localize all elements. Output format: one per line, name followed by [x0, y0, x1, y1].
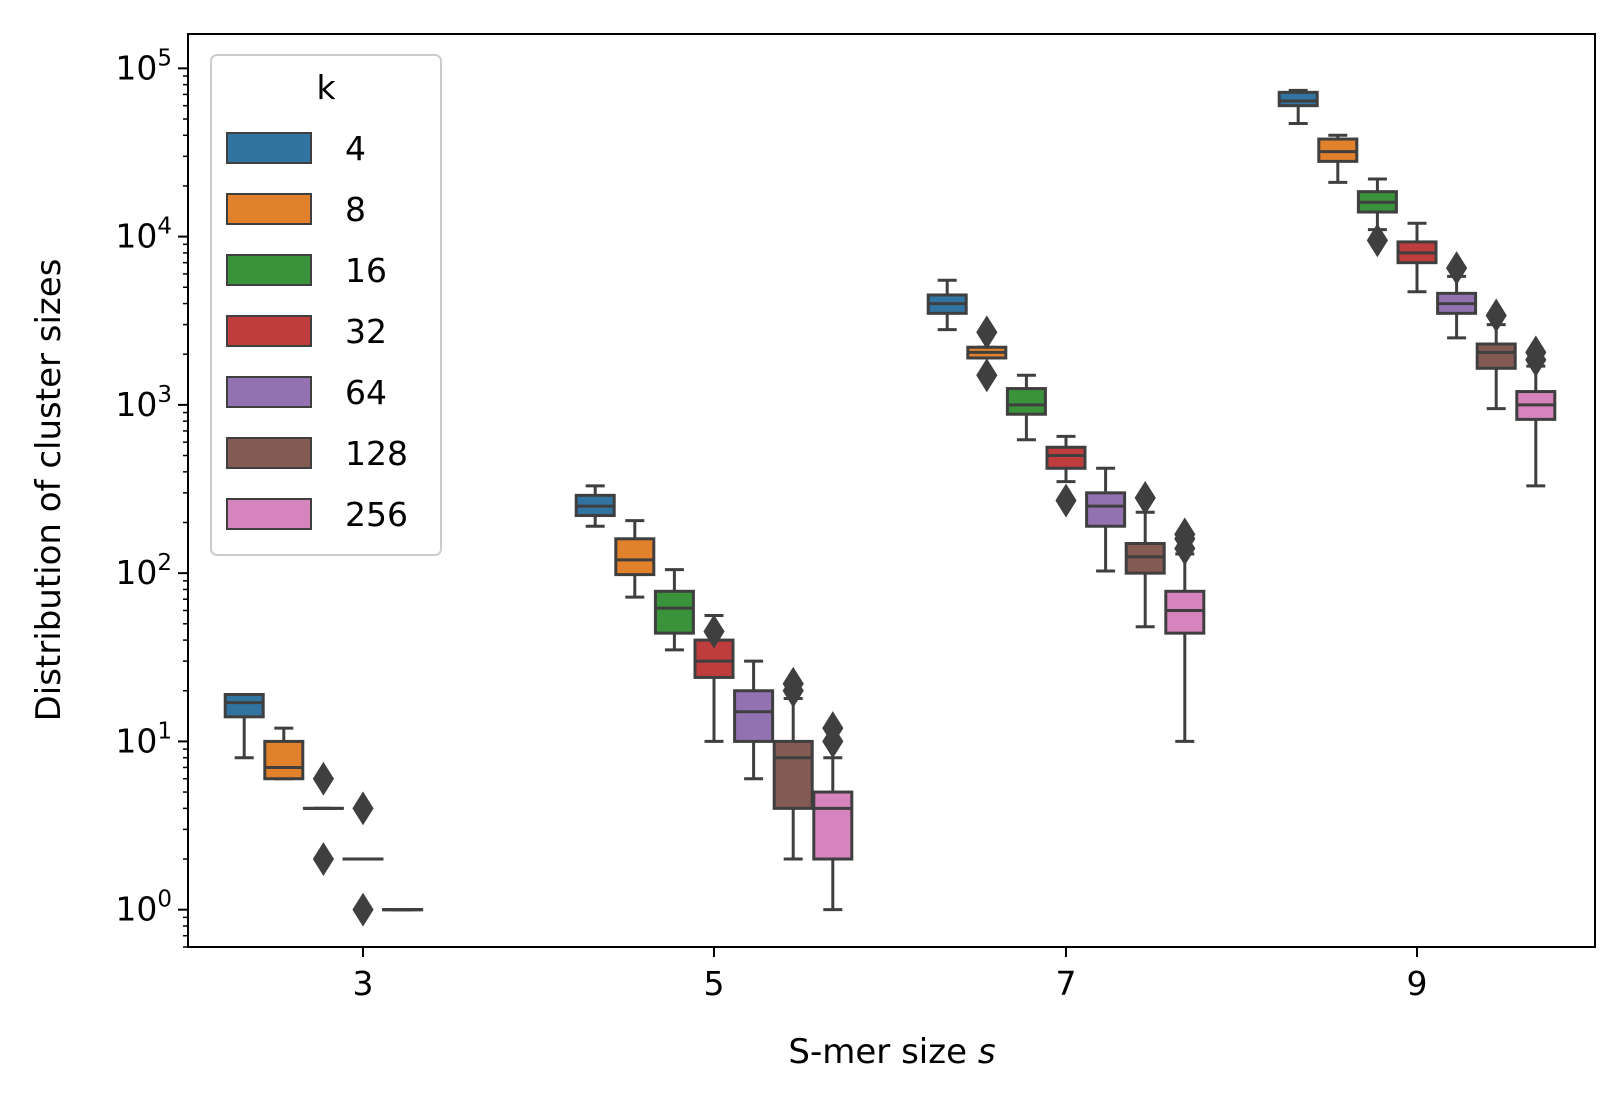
y-axis: 100 101 102 103 104 105: [115, 45, 188, 948]
y-tick-label: 104: [115, 214, 172, 256]
y-axis-label: Distribution of cluster sizes: [29, 259, 69, 722]
box-body: [812, 790, 854, 861]
y-tick-label: 100: [115, 887, 172, 929]
box-k8-s5: [614, 519, 656, 599]
legend-item-k128: 128: [226, 434, 408, 473]
plot-marks: [223, 88, 1557, 927]
outlier-point: [1134, 480, 1156, 515]
outlier-point: [1446, 251, 1468, 286]
box-k16-s5: [653, 568, 695, 652]
legend-item-k4: 4: [226, 129, 366, 168]
box-k8-s9: [1317, 133, 1359, 184]
y-tick-label: 103: [115, 382, 172, 424]
legend-item-k8: 8: [226, 190, 366, 229]
legend-swatch: [226, 193, 312, 225]
legend-swatch: [226, 376, 312, 408]
legend-item-k64: 64: [226, 373, 387, 412]
box-k4-s3: [223, 693, 265, 760]
box-body: [733, 689, 775, 743]
legend-label: 64: [345, 373, 387, 412]
legend-label: 16: [345, 251, 387, 290]
box-k32-s7: [1045, 434, 1087, 518]
box-k64-s7: [1085, 466, 1127, 573]
box-body: [614, 537, 656, 577]
box-body: [263, 739, 305, 781]
outlier-point: [352, 791, 374, 826]
legend-item-k32: 32: [226, 312, 387, 351]
y-tick-label: 105: [115, 45, 172, 87]
outlier-point: [312, 842, 334, 876]
legend-label: 4: [345, 129, 366, 168]
legend-label: 32: [345, 312, 387, 351]
box-body: [653, 589, 695, 635]
box-k64-s5: [733, 659, 775, 781]
box-k32-s5: [693, 614, 735, 743]
x-tick-label: 3: [353, 964, 374, 1003]
box-k256-s5: [812, 711, 854, 912]
outlier-point: [782, 666, 804, 701]
legend-entries: 4 8 16 32 64 128 256: [226, 129, 408, 534]
outlier-point: [1525, 335, 1547, 370]
outlier-point: [352, 892, 374, 927]
outlier-point: [1174, 517, 1196, 552]
box-body: [1475, 342, 1517, 370]
box-k4-s5: [574, 484, 616, 528]
outlier-point: [1366, 223, 1388, 258]
legend-label: 128: [345, 434, 408, 473]
y-tick-label: 101: [115, 718, 172, 760]
box-k8-s3: [263, 726, 305, 781]
legend-title: k: [316, 68, 336, 107]
box-body: [1005, 387, 1047, 416]
legend-label: 256: [345, 495, 408, 534]
outlier-point: [1485, 298, 1507, 333]
box-body: [1164, 589, 1206, 635]
box-k16-s9: [1356, 177, 1398, 258]
legend-swatch: [226, 315, 312, 347]
box-body: [772, 739, 814, 810]
box-k8-s7: [966, 315, 1008, 393]
legend-frame: [210, 54, 442, 556]
legend-swatch: [226, 498, 312, 530]
x-tick-label: 7: [1056, 964, 1077, 1003]
x-axis-label: S-mer size s: [788, 1032, 995, 1072]
legend-item-k16: 16: [226, 251, 387, 290]
legend-swatch: [226, 254, 312, 286]
box-body: [223, 693, 265, 719]
box-k16-s7: [1005, 373, 1047, 442]
box-k256-s9: [1515, 335, 1557, 488]
x-tick-label: 5: [704, 964, 725, 1003]
plot-area-frame: [187, 33, 1596, 948]
legend-swatch: [226, 437, 312, 469]
outlier-point: [822, 711, 844, 746]
box-body: [1045, 445, 1087, 470]
y-tick-label: 102: [115, 550, 172, 592]
x-tick-label: 9: [1407, 964, 1428, 1003]
box-k16-s3: [302, 761, 344, 876]
box-k32-s9: [1396, 221, 1438, 294]
outlier-point: [1055, 483, 1077, 518]
box-k32-s3: [342, 791, 384, 927]
box-k4-s7: [926, 278, 968, 332]
x-axis: 3 5 7 9: [353, 947, 1428, 1003]
legend-item-k256: 256: [226, 495, 408, 534]
outlier-point: [312, 761, 334, 796]
box-k256-s7: [1164, 517, 1206, 743]
x-axis-label-variable: s: [978, 1032, 996, 1072]
box-k64-s9: [1436, 251, 1478, 340]
box-body: [1085, 491, 1127, 528]
outlier-point: [976, 358, 998, 393]
x-axis-label-text: S-mer size: [788, 1032, 967, 1072]
outlier-point: [976, 315, 998, 350]
box-k4-s9: [1277, 88, 1319, 126]
box-body: [1277, 90, 1319, 108]
legend: k 4 8 16 32 64 128 256: [210, 54, 442, 556]
box-k128-s7: [1124, 480, 1166, 629]
outlier-point: [703, 614, 725, 649]
box-k128-s9: [1475, 298, 1517, 411]
legend-swatch: [226, 132, 312, 164]
legend-label: 8: [345, 190, 366, 229]
box-k128-s5: [772, 666, 814, 861]
